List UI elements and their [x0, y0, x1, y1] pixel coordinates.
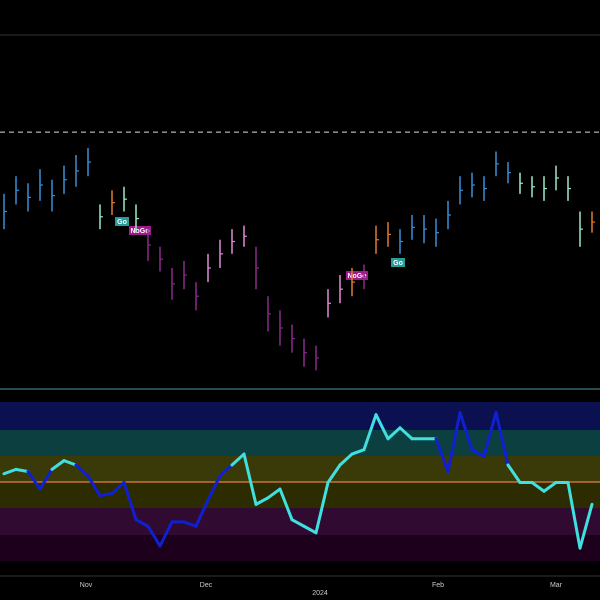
oscillator-segment — [434, 437, 450, 474]
oscillator-segment — [374, 413, 390, 441]
oscillator-segment — [26, 470, 42, 491]
oscillator-segment — [110, 481, 126, 495]
oscillator-segment — [206, 474, 222, 502]
annotation: Go — [117, 219, 127, 226]
oscillator-segment — [578, 502, 594, 550]
oscillator-segment — [38, 467, 54, 491]
go-tag — [391, 258, 405, 267]
x-label: Mar — [550, 582, 563, 589]
oscillator-segment — [446, 411, 462, 474]
oscillator-segment — [314, 481, 330, 535]
go-tag — [115, 217, 129, 226]
band — [0, 508, 600, 535]
band — [0, 535, 600, 561]
oscillator-segment — [278, 487, 294, 522]
annotation: NoGo — [347, 273, 366, 280]
x-label: 2024 — [312, 590, 328, 597]
oscillator-segment — [158, 520, 174, 548]
annotation: Go — [393, 260, 403, 267]
oscillator-segment — [14, 467, 30, 474]
band — [0, 402, 600, 430]
x-label: Dec — [200, 582, 213, 589]
oscillator-segment — [482, 411, 498, 458]
nogo-tag — [129, 226, 151, 235]
oscillator-segment — [230, 452, 246, 467]
oscillator-segment — [74, 463, 90, 478]
oscillator-segment — [302, 524, 318, 535]
oscillator-segment — [338, 452, 354, 467]
oscillator-segment — [194, 498, 210, 528]
oscillator-segment — [386, 426, 402, 441]
oscillator-segment — [542, 481, 558, 493]
oscillator-segment — [98, 491, 114, 498]
oscillator-segment — [62, 459, 78, 467]
oscillator-segment — [86, 474, 102, 498]
oscillator-segment — [350, 448, 366, 456]
oscillator-segment — [398, 426, 414, 441]
oscillator-segment — [182, 520, 198, 528]
oscillator-segment — [530, 481, 546, 493]
oscillator-segment — [494, 411, 510, 467]
oscillator-segment — [242, 452, 258, 506]
band — [0, 482, 600, 508]
oscillator-segment — [50, 459, 66, 471]
oscillator-segment — [566, 481, 582, 550]
oscillator-segment — [362, 413, 378, 452]
annotations: Go NoGo NoGo Go — [115, 217, 405, 280]
band — [0, 456, 600, 482]
oscillator-segment — [122, 481, 138, 522]
oscillator-segment — [218, 463, 234, 478]
oscillator-segment — [266, 487, 282, 500]
oscillator-segment — [506, 463, 522, 484]
oscillator-segment — [2, 467, 18, 476]
band — [0, 430, 600, 456]
x-label: Feb — [432, 582, 444, 589]
x-label: Nov — [80, 582, 93, 589]
annotation: NoGo — [130, 228, 149, 235]
oscillator-segment — [470, 448, 486, 458]
oscillator-segment — [134, 518, 150, 528]
nogo-tag — [346, 271, 368, 280]
oscillator-segment — [146, 524, 162, 548]
oscillator-segment — [254, 496, 270, 506]
oscillator-segment — [458, 411, 474, 452]
oscillator-segment — [326, 463, 342, 484]
oscillator-segment — [290, 518, 306, 528]
